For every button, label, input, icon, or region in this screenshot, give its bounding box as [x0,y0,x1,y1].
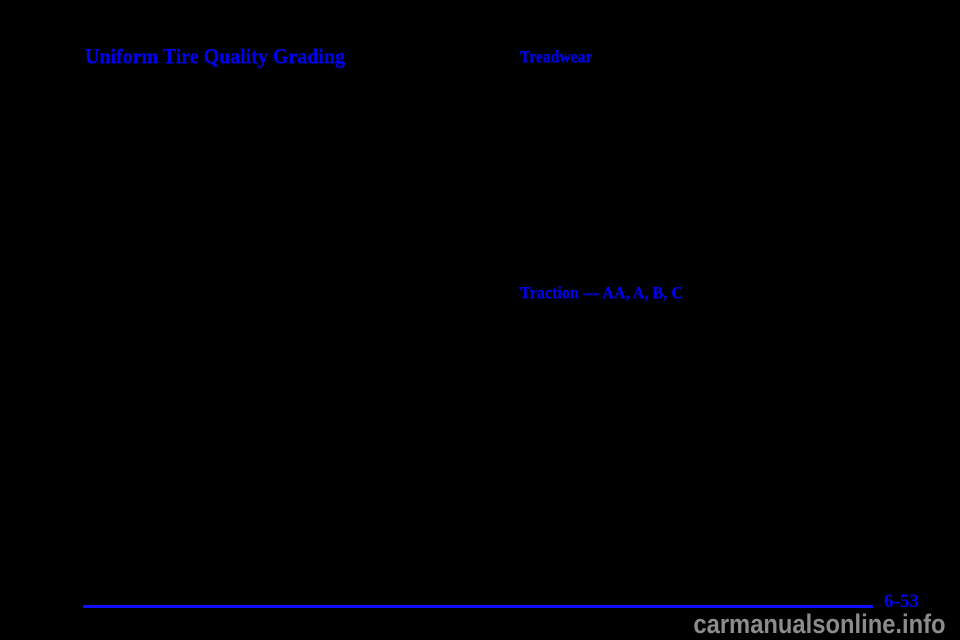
section-heading-treadwear: Treadwear [520,47,593,66]
page-title: Uniform Tire Quality Grading [85,44,345,68]
watermark: carmanualsonline.info [693,609,946,639]
section-heading-traction: Traction — AA, A, B, C [520,283,683,302]
footer-divider [83,605,873,608]
page-number: 6-53 [884,591,919,612]
